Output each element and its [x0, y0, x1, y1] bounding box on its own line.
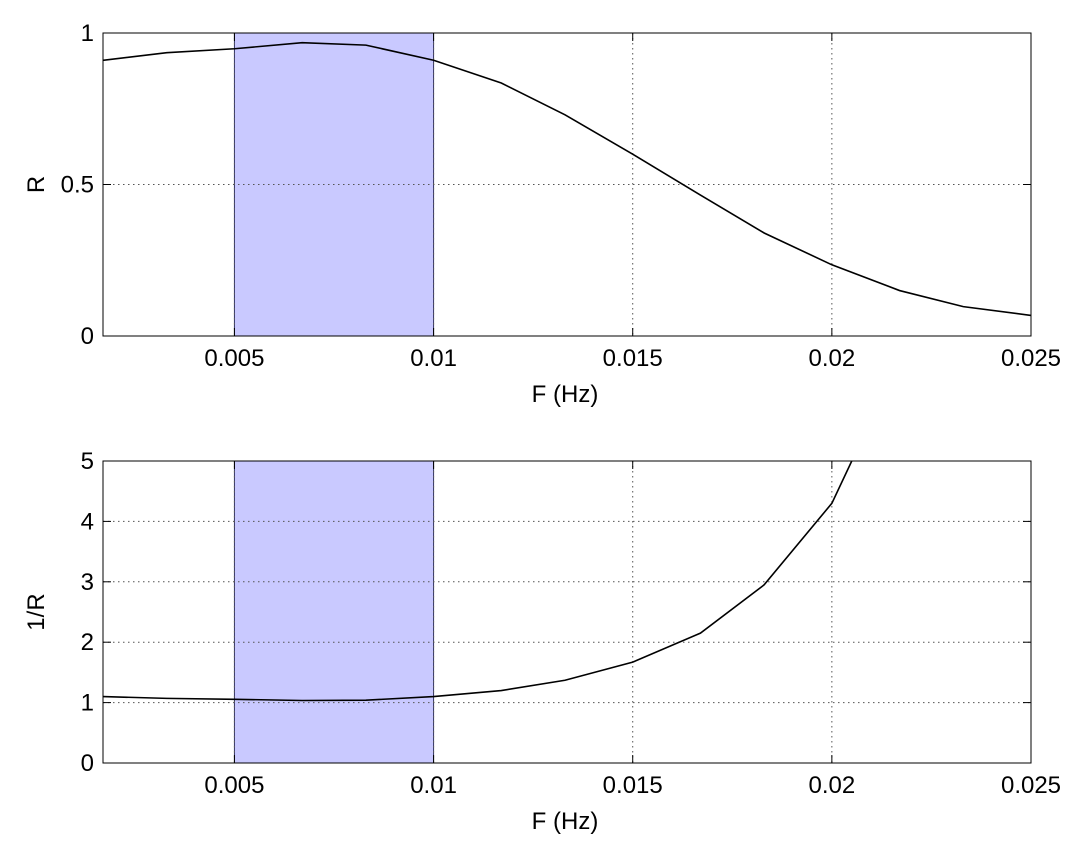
- series-line: [103, 461, 853, 702]
- x-tick-label: 0.01: [410, 772, 457, 799]
- chart-panel-inverse-r: 0.005 0.01 0.015 0.02 0.025 0 1 2 3 4 5 F (Hz) 1/R: [23, 448, 1061, 835]
- x-tick-label: 0.025: [1001, 772, 1061, 799]
- y-tick-label: 2: [81, 629, 94, 656]
- x-tick-label: 0.025: [1001, 345, 1061, 372]
- y-tick-label: 1: [81, 690, 94, 717]
- axes-frame: [102, 460, 1032, 764]
- y-tick-label: 0: [81, 750, 94, 777]
- y-axis-label: R: [23, 176, 50, 193]
- x-tick-label: 0.02: [808, 345, 855, 372]
- series-line: [103, 41, 1031, 317]
- x-tick-label: 0.005: [204, 345, 264, 372]
- y-tick-label: 5: [81, 448, 94, 475]
- y-tick-label: 0.5: [61, 172, 94, 199]
- chart-panel-r: 0.005 0.01 0.015 0.02 0.025 0 0.5 1 F (Hz) R: [23, 20, 1061, 408]
- y-axis-label: 1/R: [23, 593, 50, 630]
- x-axis-label: F (Hz): [532, 381, 599, 408]
- x-tick-label: 0.015: [603, 772, 663, 799]
- x-tick-label: 0.01: [410, 345, 457, 372]
- y-tick-label: 1: [81, 20, 94, 47]
- x-axis-label: F (Hz): [532, 808, 599, 835]
- x-tick-label: 0.015: [603, 345, 663, 372]
- y-tick-label: 3: [81, 569, 94, 596]
- x-tick-label: 0.02: [808, 772, 855, 799]
- highlight-band: [233, 460, 435, 764]
- y-tick-label: 0: [81, 323, 94, 350]
- x-tick-label: 0.005: [204, 772, 264, 799]
- y-tick-label: 4: [81, 508, 94, 535]
